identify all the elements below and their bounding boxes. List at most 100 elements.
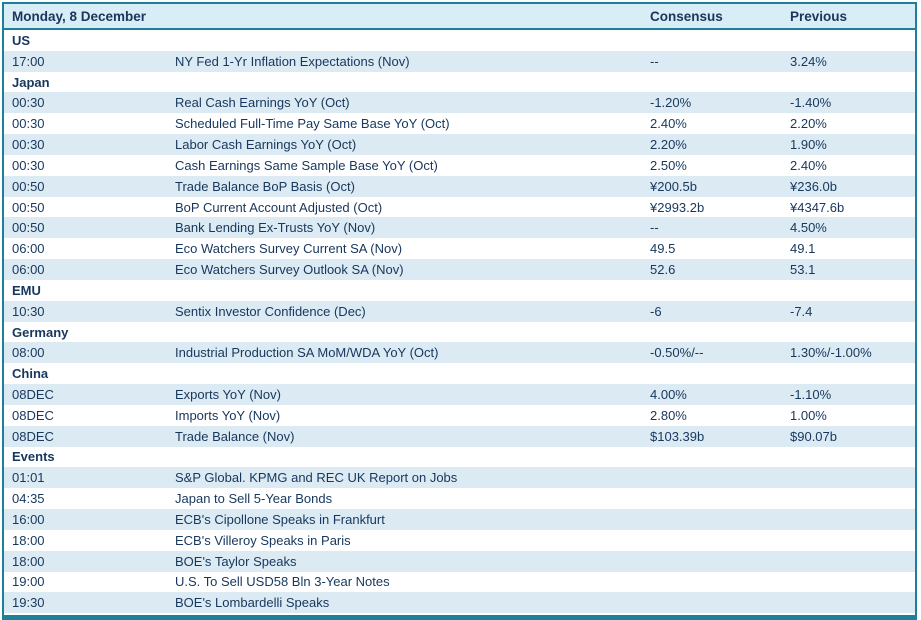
consensus-value: -6 <box>650 303 662 319</box>
section-header-row: Events <box>4 446 915 468</box>
table-row: 19:30 BOE's Lombardelli Speaks <box>4 592 915 614</box>
consensus-value: 4.00% <box>650 386 687 402</box>
previous-value: 49.1 <box>790 241 816 257</box>
section-label: Events <box>12 449 55 465</box>
previous-value: 3.24% <box>790 53 827 69</box>
previous-value: 53.1 <box>790 262 816 278</box>
table-row: 00:50 Bank Lending Ex-Trusts YoY (Nov) -… <box>4 217 915 239</box>
table-row: 04:35 Japan to Sell 5-Year Bonds <box>4 488 915 510</box>
previous-value: -7.4 <box>790 303 813 319</box>
event-time: 08:00 <box>12 345 45 361</box>
table-row: 08DEC Exports YoY (Nov) 4.00% -1.10% <box>4 384 915 405</box>
calendar-rows: US 17:00 NY Fed 1-Yr Inflation Expectati… <box>4 30 915 614</box>
consensus-value: ¥2993.2b <box>650 199 705 215</box>
consensus-value: 2.80% <box>650 407 687 423</box>
event-time: 00:30 <box>12 116 45 132</box>
event-name: U.S. To Sell USD58 Bln 3-Year Notes <box>175 574 390 590</box>
event-name: ECB's Villeroy Speaks in Paris <box>175 532 351 548</box>
event-name: Cash Earnings Same Sample Base YoY (Oct) <box>175 157 438 173</box>
event-time: 00:30 <box>12 137 45 153</box>
event-name: Eco Watchers Survey Outlook SA (Nov) <box>175 262 404 278</box>
previous-value: 1.90% <box>790 137 827 153</box>
previous-value: 2.40% <box>790 157 827 173</box>
table-row: 00:30 Real Cash Earnings YoY (Oct) -1.20… <box>4 92 915 114</box>
section-label: Germany <box>12 324 69 340</box>
table-row: 01:01 S&P Global. KPMG and REC UK Report… <box>4 467 915 489</box>
table-row: 18:00 ECB's Villeroy Speaks in Paris <box>4 529 915 551</box>
previous-value: 1.00% <box>790 407 827 423</box>
event-time: 01:01 <box>12 470 45 486</box>
event-time: 00:30 <box>12 157 45 173</box>
section-label: China <box>12 366 49 382</box>
event-time: 04:35 <box>12 491 45 507</box>
consensus-value: 2.20% <box>650 137 687 153</box>
event-name: ECB's Cipollone Speaks in Frankfurt <box>175 511 385 527</box>
event-name: Eco Watchers Survey Current SA (Nov) <box>175 241 403 257</box>
event-time: 00:30 <box>12 95 45 111</box>
event-name: Imports YoY (Nov) <box>175 407 281 423</box>
table-row: 00:30 Scheduled Full-Time Pay Same Base … <box>4 113 915 135</box>
consensus-value: 2.40% <box>650 116 687 132</box>
table-row: 17:00 NY Fed 1-Yr Inflation Expectations… <box>4 50 915 72</box>
consensus-value: -- <box>650 53 659 69</box>
event-time: 00:50 <box>12 220 45 236</box>
previous-value: 2.20% <box>790 116 827 132</box>
event-time: 08DEC <box>12 386 54 402</box>
table-row: 19:00 U.S. To Sell USD58 Bln 3-Year Note… <box>4 571 915 593</box>
event-name: Trade Balance (Nov) <box>175 428 295 444</box>
previous-value: ¥236.0b <box>790 178 837 194</box>
date-title: Monday, 8 December <box>12 8 147 24</box>
previous-value: ¥4347.6b <box>790 199 845 215</box>
event-time: 06:00 <box>12 241 45 257</box>
section-header-row: EMU <box>4 279 915 301</box>
event-name: NY Fed 1-Yr Inflation Expectations (Nov) <box>175 53 410 69</box>
table-header-row: Monday, 8 December Consensus Previous <box>4 4 915 30</box>
section-label: Japan <box>12 74 50 90</box>
event-name: S&P Global. KPMG and REC UK Report on Jo… <box>175 470 458 486</box>
event-time: 19:00 <box>12 574 45 590</box>
event-time: 18:00 <box>12 553 45 569</box>
event-time: 10:30 <box>12 303 45 319</box>
previous-value: 1.30%/-1.00% <box>790 345 872 361</box>
table-row: 18:00 BOE's Taylor Speaks <box>4 550 915 572</box>
event-time: 00:50 <box>12 199 45 215</box>
event-name: Labor Cash Earnings YoY (Oct) <box>175 137 357 153</box>
previous-value: -1.10% <box>790 386 832 402</box>
event-time: 08DEC <box>12 428 54 444</box>
table-row: 08:00 Industrial Production SA MoM/WDA Y… <box>4 342 915 364</box>
section-header-row: Japan <box>4 71 915 93</box>
event-time: 19:30 <box>12 595 45 611</box>
event-name: BoP Current Account Adjusted (Oct) <box>175 199 383 215</box>
column-header-previous: Previous <box>790 8 848 24</box>
consensus-value: ¥200.5b <box>650 178 697 194</box>
section-label: US <box>12 32 31 48</box>
table-row: 00:30 Cash Earnings Same Sample Base YoY… <box>4 154 915 176</box>
event-time: 18:00 <box>12 532 45 548</box>
event-name: BOE's Lombardelli Speaks <box>175 595 330 611</box>
previous-value: -1.40% <box>790 95 832 111</box>
event-time: 17:00 <box>12 53 45 69</box>
section-header-row: US <box>4 30 915 51</box>
previous-value: 4.50% <box>790 220 827 236</box>
table-row: 00:30 Labor Cash Earnings YoY (Oct) 2.20… <box>4 134 915 155</box>
previous-value: $90.07b <box>790 428 837 444</box>
table-row: 00:50 BoP Current Account Adjusted (Oct)… <box>4 196 915 218</box>
event-name: Sentix Investor Confidence (Dec) <box>175 303 366 319</box>
table-row: 06:00 Eco Watchers Survey Current SA (No… <box>4 238 915 260</box>
table-row: 10:30 Sentix Investor Confidence (Dec) -… <box>4 300 915 322</box>
column-header-consensus: Consensus <box>650 8 723 24</box>
section-header-row: Germany <box>4 321 915 343</box>
event-name: Japan to Sell 5-Year Bonds <box>175 491 333 507</box>
event-time: 00:50 <box>12 178 45 194</box>
consensus-value: -0.50%/-- <box>650 345 704 361</box>
consensus-value: $103.39b <box>650 428 705 444</box>
consensus-value: 2.50% <box>650 157 687 173</box>
consensus-value: 49.5 <box>650 241 676 257</box>
consensus-value: -- <box>650 220 659 236</box>
event-time: 08DEC <box>12 407 54 423</box>
event-time: 16:00 <box>12 511 45 527</box>
table-row: 08DEC Trade Balance (Nov) $103.39b $90.0… <box>4 425 915 447</box>
consensus-value: -1.20% <box>650 95 692 111</box>
event-name: BOE's Taylor Speaks <box>175 553 297 569</box>
